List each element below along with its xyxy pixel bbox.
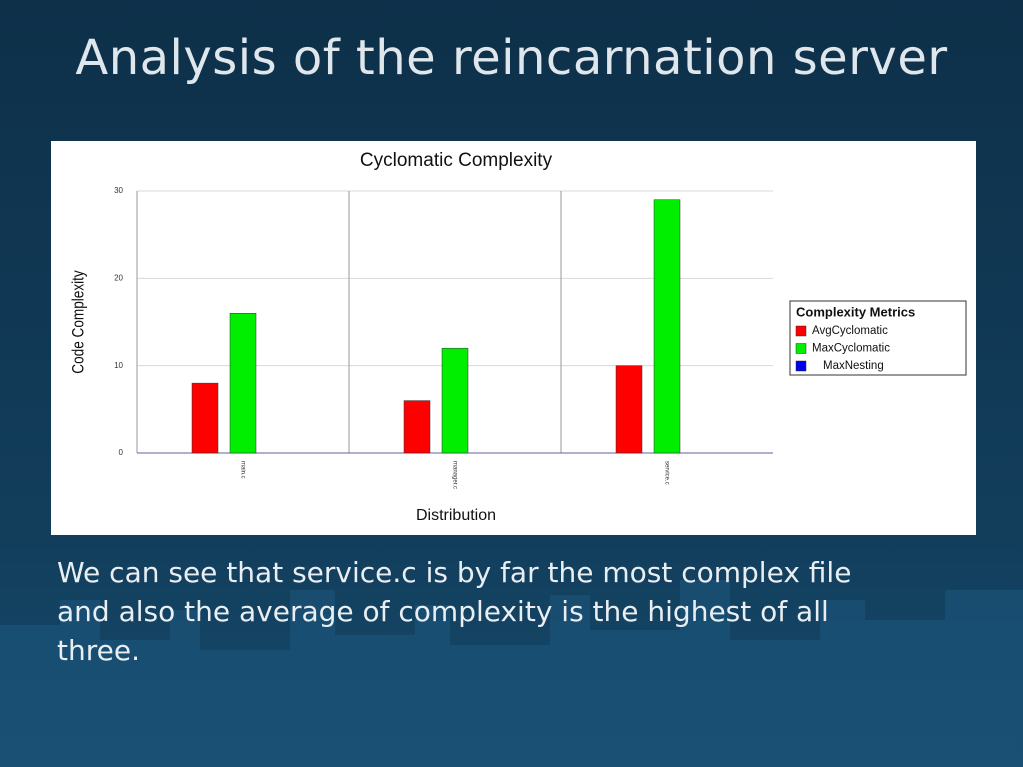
chart: Cyclomatic Complexity Code Complexity Di…	[51, 141, 976, 535]
y-tick-label: 0	[119, 448, 124, 457]
legend-box	[789, 300, 967, 376]
x-tick-label: service.c	[663, 461, 669, 485]
bar	[653, 199, 681, 454]
chart-title: Cyclomatic Complexity	[360, 150, 553, 171]
x-tick-label: manager.c	[451, 461, 457, 489]
y-tick-label: 30	[114, 186, 123, 195]
legend-swatch	[795, 325, 807, 337]
legend-title: Complexity Metrics	[796, 304, 915, 319]
x-tick-label: main.c	[239, 461, 245, 479]
bar	[191, 382, 219, 454]
y-tick-label: 20	[114, 273, 123, 282]
bar	[441, 347, 469, 454]
slide-title: Analysis of the reincarnation server	[75, 30, 948, 86]
bar	[403, 400, 431, 454]
body-line: We can see that service.c is by far the …	[57, 556, 852, 589]
bar	[229, 313, 257, 454]
legend-label: MaxCyclomatic	[812, 343, 890, 355]
legend-label: AvgCyclomatic	[812, 325, 888, 337]
bar	[615, 365, 643, 454]
legend-label: MaxNesting	[823, 360, 884, 372]
legend-swatch	[795, 360, 807, 372]
y-tick-label: 10	[114, 361, 123, 370]
x-axis-label: Distribution	[416, 507, 496, 524]
body-line: and also the average of complexity is th…	[57, 595, 829, 628]
y-axis-label: Code Complexity	[69, 270, 88, 374]
legend-swatch	[795, 343, 807, 354]
body-line: three.	[57, 634, 140, 667]
body-text: We can see that service.c is by far the …	[57, 553, 977, 670]
